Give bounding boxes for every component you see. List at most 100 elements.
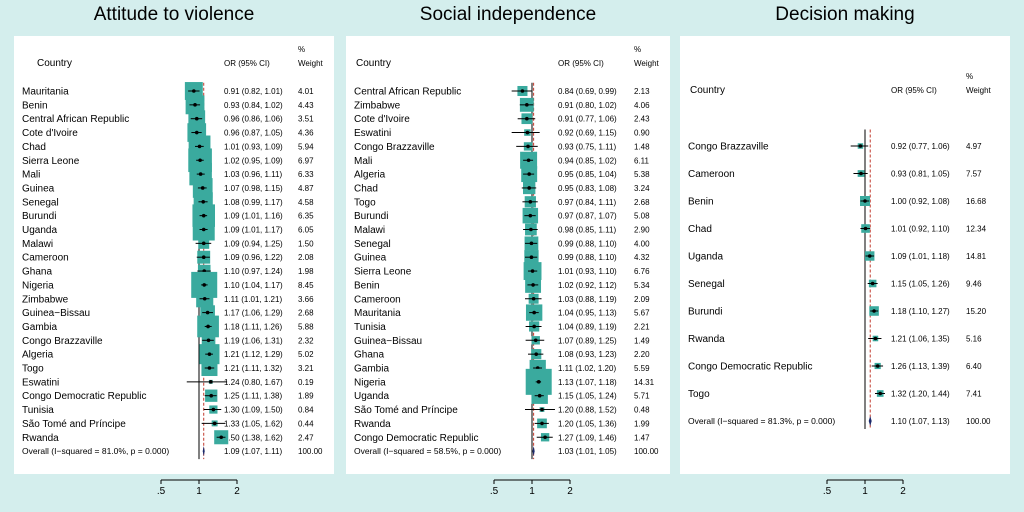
forest-plot-svg: Country OR (95% CI)% Weight Central African… bbox=[354, 45, 660, 460]
point-estimate bbox=[872, 309, 876, 313]
country-label: Congo Democratic Republic bbox=[688, 362, 813, 373]
or-ci-value: 1.15 (1.05, 1.24) bbox=[558, 392, 617, 401]
country-label: Benin bbox=[22, 100, 48, 111]
point-estimate bbox=[540, 407, 544, 412]
forest-plot-svg: Country OR (95% CI)% Weight Congo Brazzavil… bbox=[688, 72, 992, 429]
x-axis-tick-label: 2 bbox=[567, 486, 573, 497]
weight-value: 1.98 bbox=[298, 267, 314, 276]
point-estimate bbox=[206, 338, 211, 343]
country-label: Uganda bbox=[688, 252, 723, 263]
point-estimate bbox=[529, 255, 534, 259]
x-axis-tick-label: .5 bbox=[157, 486, 166, 497]
column-header-weight-bottom: Weight bbox=[966, 86, 992, 95]
point-estimate bbox=[858, 144, 863, 148]
or-ci-value: 1.21 (1.12, 1.29) bbox=[224, 350, 283, 359]
point-estimate bbox=[536, 380, 541, 384]
weight-value: 5.38 bbox=[634, 170, 650, 179]
or-ci-value: 1.50 (1.38, 1.62) bbox=[224, 433, 283, 442]
or-ci-value: 1.15 (1.05, 1.26) bbox=[891, 280, 950, 289]
point-estimate bbox=[867, 254, 872, 258]
weight-value: 1.48 bbox=[634, 142, 650, 151]
country-label: Cameroon bbox=[688, 169, 735, 180]
weight-value: 4.01 bbox=[298, 87, 314, 96]
country-label: Rwanda bbox=[354, 419, 391, 430]
country-label: Burundi bbox=[22, 211, 56, 222]
or-ci-value: 1.04 (0.95, 1.13) bbox=[558, 309, 617, 318]
point-estimate bbox=[531, 296, 536, 301]
point-estimate bbox=[528, 213, 533, 218]
or-ci-value: 0.93 (0.81, 1.05) bbox=[891, 170, 950, 179]
point-estimate bbox=[202, 283, 207, 287]
or-ci-value: 0.91 (0.80, 1.02) bbox=[558, 101, 617, 110]
country-label: Guinea bbox=[354, 253, 387, 264]
point-estimate bbox=[873, 336, 878, 341]
x-axis-tick-label: .5 bbox=[490, 486, 499, 497]
or-ci-value: 0.99 (0.88, 1.10) bbox=[558, 253, 617, 262]
or-ci-value: 0.96 (0.86, 1.06) bbox=[224, 115, 283, 124]
country-label: Togo bbox=[354, 197, 376, 208]
point-estimate bbox=[208, 380, 213, 384]
column-header-country: Country bbox=[356, 58, 391, 69]
country-label: Chad bbox=[22, 142, 46, 153]
country-label: Congo Democratic Republic bbox=[22, 391, 147, 402]
point-estimate bbox=[525, 130, 530, 135]
or-ci-value: 1.09 (1.01, 1.16) bbox=[224, 212, 283, 221]
country-label: Central African Republic bbox=[354, 87, 461, 98]
point-estimate bbox=[209, 393, 214, 398]
or-ci-value: 0.84 (0.69, 0.99) bbox=[558, 87, 617, 96]
country-label: São Tomé and Príncipe bbox=[22, 419, 126, 430]
or-ci-value: 0.95 (0.83, 1.08) bbox=[558, 184, 617, 193]
weight-value: 4.06 bbox=[634, 101, 650, 110]
column-header-country: Country bbox=[690, 85, 725, 96]
weight-value: 5.59 bbox=[634, 364, 650, 373]
weight-value: 4.36 bbox=[298, 129, 314, 138]
or-ci-value: 1.09 (1.01, 1.17) bbox=[224, 226, 283, 235]
country-label: Uganda bbox=[22, 225, 57, 236]
country-label: Senegal bbox=[22, 197, 59, 208]
point-estimate bbox=[205, 310, 210, 315]
country-label: Togo bbox=[22, 364, 44, 375]
country-label: Eswatini bbox=[354, 128, 391, 139]
or-ci-value: 1.11 (1.02, 1.20) bbox=[558, 364, 616, 373]
country-label: Burundi bbox=[354, 211, 388, 222]
point-estimate bbox=[520, 89, 525, 93]
point-estimate bbox=[526, 158, 531, 163]
or-ci-value: 1.20 (0.88, 1.52) bbox=[558, 406, 617, 415]
weight-value: 4.43 bbox=[298, 101, 314, 110]
weight-value: 3.21 bbox=[298, 364, 314, 373]
weight-value: 2.43 bbox=[634, 115, 650, 124]
weight-value: 5.02 bbox=[298, 350, 314, 359]
country-label: Chad bbox=[688, 224, 712, 235]
column-header-or: OR (95% CI) bbox=[891, 86, 937, 95]
weight-value: 3.66 bbox=[298, 295, 314, 304]
weight-value: 4.32 bbox=[634, 253, 650, 262]
country-label: Chad bbox=[354, 183, 378, 194]
or-ci-value: 1.17 (1.06, 1.29) bbox=[224, 309, 283, 318]
country-label: Ghana bbox=[354, 350, 384, 361]
point-estimate bbox=[529, 227, 533, 232]
point-estimate bbox=[870, 281, 875, 286]
country-label: Guinea−Bissau bbox=[22, 308, 90, 319]
x-axis-tick-label: .5 bbox=[823, 486, 832, 497]
country-label: Cameroon bbox=[22, 253, 69, 264]
point-estimate bbox=[202, 296, 207, 301]
or-ci-value: 1.04 (0.89, 1.19) bbox=[558, 322, 617, 331]
forest-plot-attitude: Country OR (95% CI)% Weight Mauritania 0.91 … bbox=[14, 36, 334, 474]
point-estimate bbox=[201, 241, 206, 246]
weight-value: 5.71 bbox=[634, 392, 650, 401]
panel-title-social: Social independence bbox=[419, 4, 597, 25]
or-ci-value: 0.93 (0.84, 1.02) bbox=[224, 101, 283, 110]
overall-weight-value: 100.00 bbox=[298, 447, 323, 456]
weight-value: 6.40 bbox=[966, 362, 982, 371]
or-ci-value: 1.19 (1.06, 1.31) bbox=[224, 336, 283, 345]
country-label: Algeria bbox=[22, 350, 54, 361]
overall-label: Overall (I−squared = 81.3%, p = 0.000) bbox=[688, 416, 835, 426]
country-label: Central African Republic bbox=[22, 114, 129, 125]
country-label: Rwanda bbox=[22, 433, 59, 444]
or-ci-value: 1.11 (1.01, 1.21) bbox=[224, 295, 282, 304]
point-estimate bbox=[532, 324, 536, 329]
forest-plot-svg: Country OR (95% CI)% Weight Mauritania 0.91 … bbox=[22, 45, 324, 460]
overall-diamond bbox=[202, 446, 205, 457]
overall-weight-value: 100.00 bbox=[966, 417, 991, 426]
